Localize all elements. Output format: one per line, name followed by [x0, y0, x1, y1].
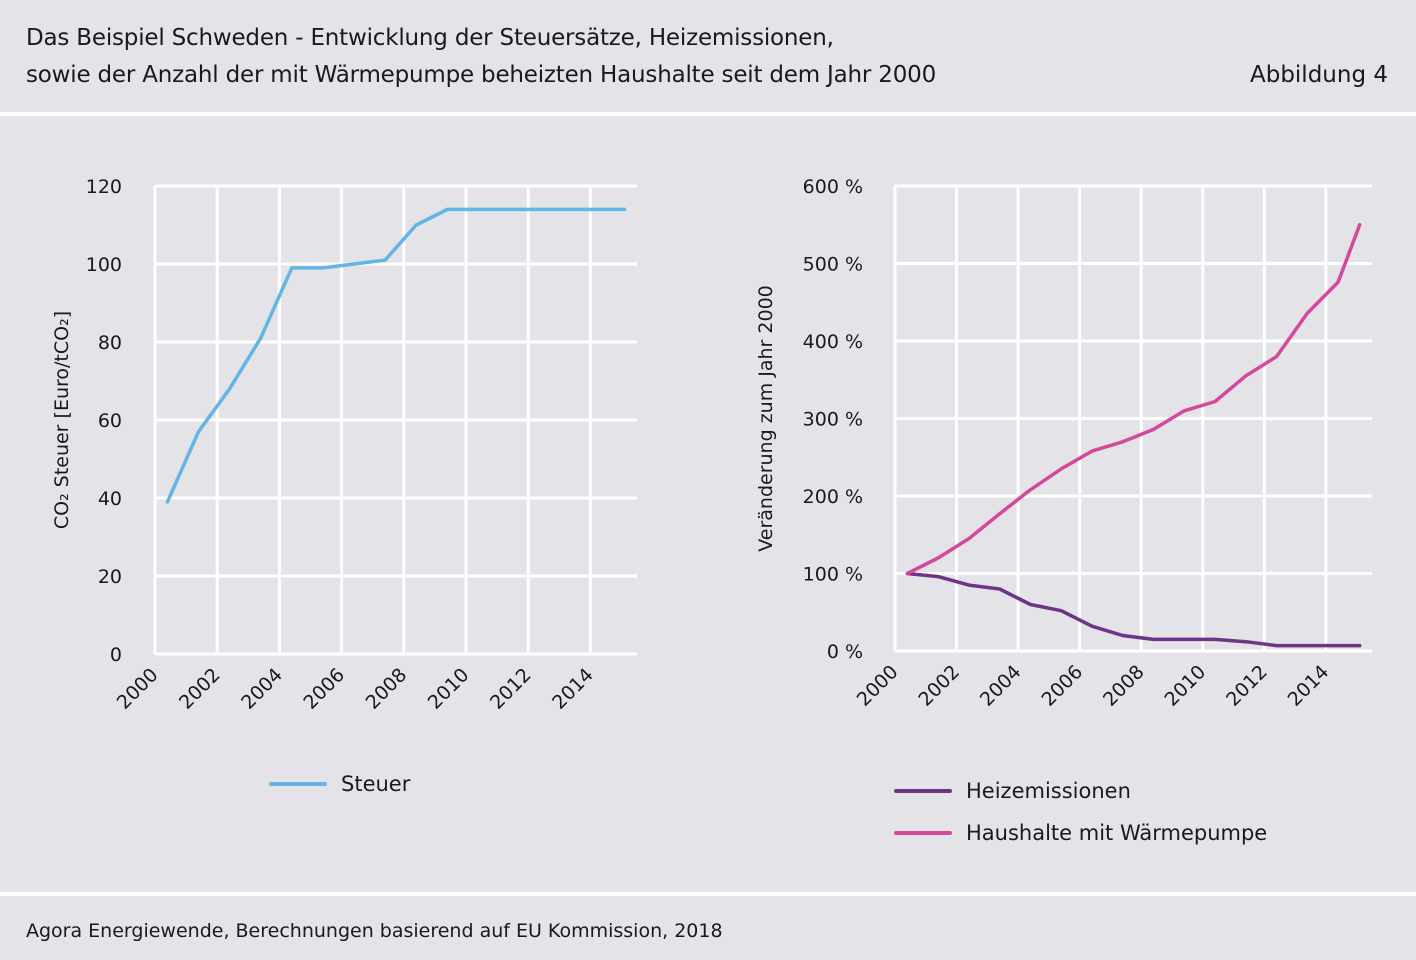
x-tick-label: 2010: [424, 664, 474, 714]
legend-label: Steuer: [341, 772, 411, 796]
y-tick-label: 20: [98, 566, 122, 588]
y-tick-label: 0: [110, 644, 122, 666]
y-tick-label: 40: [98, 488, 122, 510]
x-tick-label: 2006: [1037, 661, 1087, 711]
y-tick-label: 100 %: [803, 564, 863, 586]
x-tick-label: 2014: [548, 664, 598, 714]
x-tick-label: 2004: [976, 661, 1026, 711]
y-axis-label: Veränderung zum Jahr 2000: [755, 285, 777, 552]
chart-title-line-2: sowie der Anzahl der mit Wärmepumpe behe…: [26, 62, 937, 88]
x-tick-label: 2012: [486, 664, 536, 714]
footer-divider: [0, 892, 1416, 896]
x-tick-label: 2012: [1222, 661, 1272, 711]
y-tick-label: 100: [86, 254, 122, 276]
chart-title-line-1: Das Beispiel Schweden - Entwicklung der …: [26, 25, 834, 51]
series-line-1: [905, 571, 1362, 648]
y-tick-label: 0 %: [827, 641, 863, 663]
header: Das Beispiel Schweden - Entwicklung der …: [0, 0, 1416, 112]
x-tick-label: 2000: [113, 664, 163, 714]
y-tick-label: 500 %: [803, 254, 863, 276]
legend-label: Haushalte mit Wärmepumpe: [966, 821, 1267, 845]
y-axis-label: CO₂ Steuer [Euro/tCO₂]: [51, 311, 73, 529]
header-divider: [0, 112, 1416, 116]
x-tick-label: 2006: [299, 664, 349, 714]
x-tick-label: 2014: [1284, 661, 1334, 711]
right-chart: 0 %100 %200 %300 %400 %500 %600 %2000 200…: [755, 176, 1372, 845]
y-tick-label: 300 %: [803, 409, 863, 431]
y-tick-label: 60: [98, 410, 122, 432]
x-tick-label: 2002: [914, 661, 964, 711]
y-tick-label: 120: [86, 176, 122, 198]
y-tick-label: 200 %: [803, 486, 863, 508]
figure-label: Abbildung 4: [1249, 62, 1388, 88]
x-tick-label: 2010: [1161, 661, 1211, 711]
x-tick-label: 2004: [237, 664, 287, 714]
y-tick-label: 80: [98, 332, 122, 354]
y-tick-label: 600 %: [803, 176, 863, 198]
legend-label: Heizemissionen: [966, 779, 1131, 803]
x-tick-label: 2008: [1099, 661, 1149, 711]
source-note: Agora Energiewende, Berechnungen basiere…: [26, 920, 723, 942]
y-tick-label: 400 %: [803, 331, 863, 353]
series-line-2: [905, 223, 1362, 576]
series-line-1: [165, 207, 627, 504]
x-tick-label: 2008: [362, 664, 412, 714]
x-tick-label: 2000: [853, 661, 903, 711]
x-tick-label: 2002: [175, 664, 225, 714]
